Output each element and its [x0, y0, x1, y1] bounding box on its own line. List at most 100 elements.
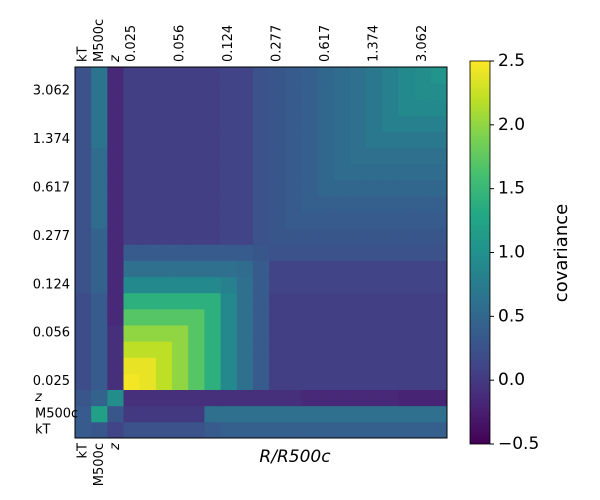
heatmap-cell	[317, 276, 335, 294]
heatmap-cell	[91, 389, 108, 407]
heatmap-cell	[123, 115, 141, 132]
heatmap-cell	[204, 83, 221, 100]
heatmap-cell	[155, 276, 173, 294]
heatmap-cell	[236, 83, 254, 100]
heatmap-cell	[188, 67, 205, 84]
heatmap-cell	[252, 292, 270, 310]
heatmap-cell	[236, 325, 254, 342]
heatmap-cell	[333, 341, 351, 358]
heatmap-cell	[91, 405, 108, 423]
heatmap-cell	[349, 179, 367, 197]
heatmap-cell	[91, 179, 108, 197]
heatmap-cell	[382, 67, 399, 84]
heatmap-cell	[349, 325, 367, 342]
heatmap-cell	[414, 341, 432, 358]
x-tick-label: M500c	[92, 443, 107, 486]
heatmap-cell	[333, 131, 351, 149]
heatmap-cell	[333, 83, 351, 100]
heatmap-cell	[285, 147, 302, 165]
heatmap-cell	[269, 163, 286, 181]
heatmap-cell	[91, 228, 108, 245]
heatmap-cell	[139, 147, 157, 165]
heatmap-cell	[188, 115, 205, 132]
y-tick-label: 0.056	[33, 326, 70, 341]
heatmap-cell	[382, 147, 399, 165]
heatmap-cell	[188, 212, 205, 229]
heatmap-cell	[75, 260, 92, 278]
heatmap-cell	[91, 421, 108, 439]
heatmap-cell	[107, 260, 124, 278]
heatmap-cell	[139, 83, 157, 100]
colorbar	[469, 60, 491, 445]
heatmap-cell	[269, 260, 286, 278]
heatmap-cell	[139, 373, 157, 391]
heatmap-cell	[155, 308, 173, 326]
heatmap-cell	[301, 308, 319, 326]
heatmap-cell	[414, 99, 432, 116]
heatmap-cell	[139, 292, 157, 310]
heatmap-cell	[236, 389, 254, 407]
heatmap-cell	[430, 131, 448, 149]
heatmap-cell	[317, 341, 335, 358]
heatmap-cell	[236, 196, 254, 213]
heatmap-cell	[398, 131, 416, 149]
heatmap-cell	[172, 212, 189, 229]
heatmap-cell	[188, 244, 205, 261]
heatmap-cell	[204, 292, 221, 310]
heatmap-cell	[398, 244, 416, 261]
heatmap-cell	[75, 99, 92, 116]
heatmap-cell	[333, 357, 351, 374]
heatmap-cell	[220, 147, 238, 165]
heatmap-cell	[204, 196, 221, 213]
heatmap-cell	[123, 147, 141, 165]
heatmap-cell	[236, 115, 254, 132]
heatmap-cell	[188, 308, 205, 326]
heatmap-cell	[172, 131, 189, 149]
heatmap-cell	[172, 325, 189, 342]
heatmap-cell	[317, 405, 335, 423]
heatmap-cell	[155, 163, 173, 181]
heatmap-cell	[414, 228, 432, 245]
heatmap-cell	[285, 131, 302, 149]
heatmap-cell	[75, 276, 92, 294]
heatmap-cell	[382, 373, 399, 391]
heatmap-cell	[75, 196, 92, 213]
heatmap-cell	[349, 163, 367, 181]
heatmap-cell	[252, 373, 270, 391]
heatmap-cell	[382, 341, 399, 358]
heatmap	[75, 67, 448, 439]
heatmap-cell	[317, 99, 335, 116]
heatmap-cell	[139, 276, 157, 294]
heatmap-cell	[430, 421, 448, 439]
heatmap-cell	[285, 260, 302, 278]
heatmap-cell	[285, 244, 302, 261]
heatmap-cell	[252, 421, 270, 439]
plot-frame	[74, 66, 448, 439]
heatmap-cell	[107, 405, 124, 423]
heatmap-cell	[123, 373, 141, 391]
heatmap-cell	[252, 147, 270, 165]
heatmap-cell	[333, 115, 351, 132]
heatmap-cell	[107, 357, 124, 374]
heatmap-cell	[139, 99, 157, 116]
heatmap-cell	[91, 260, 108, 278]
heatmap-cell	[220, 228, 238, 245]
heatmap-cell	[414, 260, 432, 278]
heatmap-cell	[398, 389, 416, 407]
heatmap-cell	[398, 99, 416, 116]
heatmap-cell	[91, 292, 108, 310]
heatmap-cell	[366, 163, 383, 181]
heatmap-cell	[430, 260, 448, 278]
heatmap-cell	[414, 373, 432, 391]
heatmap-cell	[398, 67, 416, 84]
heatmap-cell	[139, 115, 157, 132]
heatmap-cell	[107, 99, 124, 116]
heatmap-cell	[398, 405, 416, 423]
colorbar-tick-label: 2.0	[498, 115, 525, 135]
heatmap-cell	[139, 260, 157, 278]
heatmap-cell	[220, 389, 238, 407]
heatmap-cell	[414, 405, 432, 423]
heatmap-cell	[398, 292, 416, 310]
heatmap-cell	[139, 179, 157, 197]
